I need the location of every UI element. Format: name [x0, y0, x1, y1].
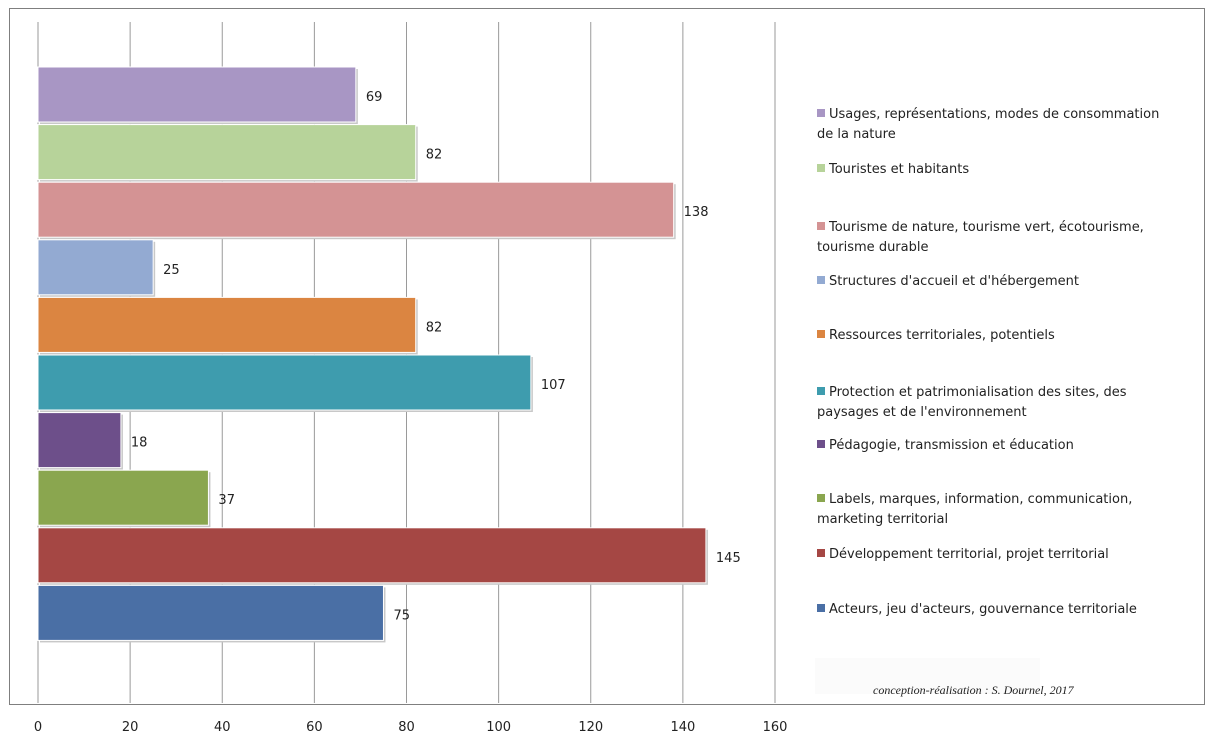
- bar-8: [37, 469, 209, 526]
- legend-label: Usages, représentations, modes de consom…: [829, 107, 1160, 122]
- legend-label: Pédagogie, transmission et éducation: [829, 438, 1074, 453]
- legend-item: Structures d'accueil et d'hébergement: [817, 272, 1202, 292]
- chart-frame: [9, 8, 1205, 705]
- legend-swatch: [817, 494, 825, 502]
- x-tick-label: 80: [398, 720, 415, 735]
- bar-5: [37, 296, 417, 353]
- legend-item-line: Touristes et habitants: [817, 160, 1202, 180]
- bar-value-label: 75: [393, 608, 410, 623]
- x-tick-label: 160: [763, 720, 788, 735]
- x-tick-label: 100: [486, 720, 511, 735]
- x-tick-label: 140: [670, 720, 695, 735]
- credit-text: conception-réalisation : S. Dournel, 201…: [873, 683, 1074, 697]
- legend-label: Acteurs, jeu d'acteurs, gouvernance terr…: [829, 602, 1137, 617]
- bar-value-label: 145: [716, 551, 741, 566]
- bar-value-label: 138: [684, 205, 709, 220]
- bar-value-label: 37: [218, 493, 235, 508]
- legend-swatch: [817, 387, 825, 395]
- legend-swatch: [817, 276, 825, 284]
- legend-label: Structures d'accueil et d'hébergement: [829, 274, 1079, 289]
- legend-swatch: [817, 440, 825, 448]
- bar-1: [37, 66, 357, 123]
- bar-10: [37, 584, 384, 641]
- legend-label: paysages et de l'environnement: [817, 405, 1027, 420]
- bar-value-label: 107: [541, 378, 566, 393]
- bar-6: [37, 354, 532, 411]
- legend-item-line: Pédagogie, transmission et éducation: [817, 436, 1202, 456]
- legend-swatch: [817, 330, 825, 338]
- legend-item: Touristes et habitants: [817, 160, 1202, 180]
- legend-item: Développement territorial, projet territ…: [817, 545, 1202, 565]
- x-tick-label: 60: [306, 720, 323, 735]
- legend-item: Protection et patrimonialisation des sit…: [817, 383, 1202, 423]
- bar-9: [37, 527, 707, 584]
- legend-label: Développement territorial, projet territ…: [829, 547, 1109, 562]
- legend-item-line: Tourisme de nature, tourisme vert, écoto…: [817, 218, 1202, 238]
- x-tick-label: 0: [34, 720, 42, 735]
- legend-item: Acteurs, jeu d'acteurs, gouvernance terr…: [817, 600, 1202, 620]
- legend-item-line: Labels, marques, information, communicat…: [817, 490, 1202, 510]
- legend-label: de la nature: [817, 127, 896, 142]
- legend-swatch: [817, 164, 825, 172]
- legend-item-line: paysages et de l'environnement: [817, 403, 1202, 423]
- legend-swatch: [817, 222, 825, 230]
- legend-item: Ressources territoriales, potentiels: [817, 326, 1202, 346]
- legend-swatch: [817, 604, 825, 612]
- legend-item-line: Structures d'accueil et d'hébergement: [817, 272, 1202, 292]
- legend-label: Tourisme de nature, tourisme vert, écoto…: [829, 220, 1144, 235]
- bar-7: [37, 412, 122, 469]
- bar-3: [37, 181, 675, 238]
- legend-label: Ressources territoriales, potentiels: [829, 328, 1055, 343]
- x-tick-label: 20: [122, 720, 139, 735]
- bar-value-label: 69: [366, 90, 383, 105]
- legend-item-line: Développement territorial, projet territ…: [817, 545, 1202, 565]
- legend-label: Protection et patrimonialisation des sit…: [829, 385, 1127, 400]
- legend-item: Usages, représentations, modes de consom…: [817, 105, 1202, 145]
- legend-swatch: [817, 549, 825, 557]
- legend-item-line: marketing territorial: [817, 510, 1202, 530]
- legend-label: Touristes et habitants: [829, 162, 970, 177]
- legend-item-line: Ressources territoriales, potentiels: [817, 326, 1202, 346]
- legend-label: marketing territorial: [817, 512, 949, 527]
- bar-4: [37, 239, 154, 296]
- credit-background: [815, 658, 1040, 694]
- legend-item-line: de la nature: [817, 125, 1202, 145]
- bar-value-label: 82: [426, 148, 443, 163]
- x-tick-label: 120: [578, 720, 603, 735]
- bar-value-label: 82: [426, 320, 443, 335]
- bar-2: [37, 124, 417, 181]
- legend-item: Pédagogie, transmission et éducation: [817, 436, 1202, 456]
- legend-item: Tourisme de nature, tourisme vert, écoto…: [817, 218, 1202, 258]
- legend-swatch: [817, 109, 825, 117]
- bar-value-label: 25: [163, 263, 180, 278]
- legend-item-line: Protection et patrimonialisation des sit…: [817, 383, 1202, 403]
- legend-item-line: tourisme durable: [817, 238, 1202, 258]
- legend-item-line: Usages, représentations, modes de consom…: [817, 105, 1202, 125]
- x-tick-label: 40: [214, 720, 231, 735]
- bar-value-label: 18: [131, 436, 148, 451]
- legend-item: Labels, marques, information, communicat…: [817, 490, 1202, 530]
- legend-item-line: Acteurs, jeu d'acteurs, gouvernance terr…: [817, 600, 1202, 620]
- legend-label: tourisme durable: [817, 240, 929, 255]
- legend-label: Labels, marques, information, communicat…: [829, 492, 1133, 507]
